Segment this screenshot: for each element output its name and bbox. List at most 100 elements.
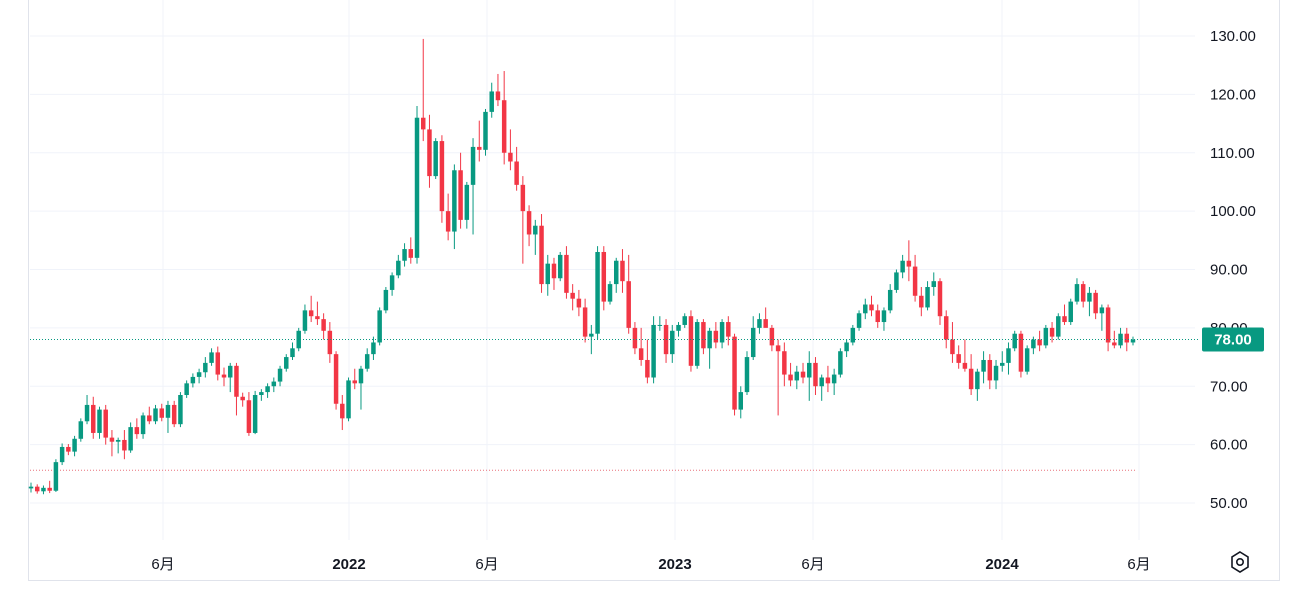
candle — [583, 299, 587, 343]
candle — [913, 255, 917, 302]
candle — [745, 351, 749, 395]
candle-body — [956, 354, 960, 363]
candle-body — [570, 293, 574, 299]
candle-body — [1106, 307, 1110, 342]
candle — [433, 138, 437, 179]
candle-body — [1050, 328, 1054, 337]
candle — [103, 405, 107, 445]
candle-body — [888, 290, 892, 310]
time-axis[interactable]: 6月 2022 6月 2023 6月 2024 6月 — [151, 556, 1150, 573]
candle-body — [788, 375, 792, 381]
candle-body — [795, 372, 799, 381]
candle-body — [110, 438, 114, 442]
candle — [788, 363, 792, 386]
candle-body — [714, 331, 718, 343]
candle — [695, 319, 699, 369]
candle — [47, 481, 51, 493]
candle-body — [614, 261, 618, 284]
candle — [191, 373, 195, 387]
candle — [676, 322, 680, 337]
candle — [1006, 342, 1010, 374]
candle-body — [770, 328, 774, 346]
candle — [359, 366, 363, 410]
candle-body — [1087, 293, 1091, 302]
candle — [390, 272, 394, 295]
candle-body — [160, 408, 164, 417]
candle-body — [875, 310, 879, 322]
y-tick-label: 110.00 — [1210, 145, 1255, 162]
candle-body — [353, 380, 357, 383]
candle-body — [1006, 348, 1010, 363]
candle-body — [950, 340, 954, 355]
candle-body — [79, 421, 83, 439]
candle — [1012, 331, 1016, 351]
candle — [197, 369, 201, 384]
candle — [321, 313, 325, 339]
candle — [253, 391, 257, 434]
candle-body — [290, 348, 294, 357]
x-tick-label: 6月 — [801, 556, 824, 573]
candle — [222, 368, 226, 387]
x-tick-label: 6月 — [475, 556, 498, 573]
y-tick-label: 120.00 — [1210, 86, 1256, 103]
candle — [203, 357, 207, 377]
candle — [496, 74, 500, 106]
candle-body — [1056, 316, 1060, 336]
candle-body — [651, 325, 655, 378]
candle — [570, 284, 574, 310]
candle-body — [552, 264, 556, 279]
candle-body — [969, 369, 973, 389]
candle-body — [216, 352, 220, 374]
x-tick-label: 2024 — [985, 556, 1019, 573]
candle-body — [539, 226, 543, 284]
candle — [514, 147, 518, 191]
candle-body — [66, 447, 70, 452]
candle — [739, 386, 743, 418]
candle-body — [458, 170, 462, 220]
candle — [184, 380, 188, 398]
candle — [402, 243, 406, 266]
candlestick-chart[interactable]: 50.0060.0070.0080.0090.00100.00110.00120… — [0, 0, 1298, 616]
candle-body — [184, 383, 188, 395]
chart-settings-button[interactable] — [1226, 548, 1254, 576]
candle-body — [726, 322, 730, 337]
candle — [988, 354, 992, 389]
candle — [85, 395, 89, 424]
price-axis[interactable]: 50.0060.0070.0080.0090.00100.00110.00120… — [1210, 28, 1256, 512]
candle — [932, 272, 936, 295]
candle-body — [925, 287, 929, 307]
candle-body — [882, 310, 886, 322]
x-tick-label: 6月 — [151, 556, 174, 573]
candle-body — [1068, 302, 1072, 322]
candle-body — [745, 357, 749, 392]
candle — [807, 351, 811, 401]
candle-body — [340, 404, 344, 419]
candle-body — [869, 305, 873, 311]
candle — [869, 296, 873, 316]
candle-body — [477, 147, 481, 150]
candle — [819, 375, 823, 401]
candle — [651, 316, 655, 383]
candle-body — [695, 322, 699, 366]
candle — [278, 366, 282, 386]
candle — [340, 395, 344, 430]
candle — [35, 484, 39, 493]
candle — [776, 340, 780, 416]
candle-body — [191, 377, 195, 383]
candle-body — [577, 299, 581, 308]
candle — [128, 422, 132, 452]
y-tick-label: 60.00 — [1210, 437, 1248, 454]
candle — [595, 246, 599, 339]
candle-body — [1044, 328, 1048, 346]
candle-body — [1025, 348, 1029, 371]
candle-body — [178, 395, 182, 424]
candle-body — [315, 316, 319, 319]
candle-body — [639, 348, 643, 360]
candle-body — [303, 310, 307, 330]
candle — [91, 397, 95, 439]
candle-body — [259, 392, 263, 395]
candle — [751, 316, 755, 360]
candle — [421, 39, 425, 141]
candle-body — [103, 410, 107, 438]
candle — [452, 164, 456, 249]
